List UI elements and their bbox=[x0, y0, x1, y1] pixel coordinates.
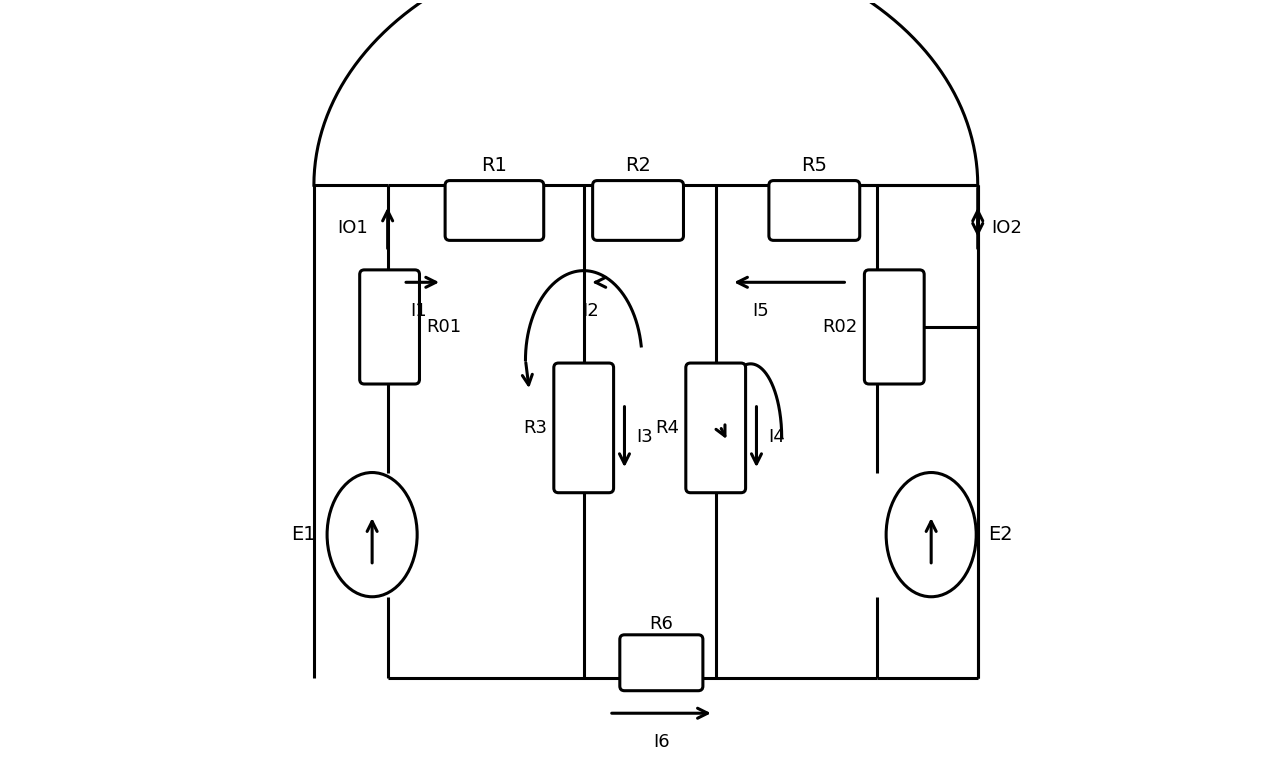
Text: E1: E1 bbox=[291, 526, 315, 544]
FancyBboxPatch shape bbox=[554, 363, 613, 493]
Text: IO2: IO2 bbox=[992, 219, 1023, 237]
Text: I1: I1 bbox=[411, 302, 428, 320]
FancyBboxPatch shape bbox=[445, 181, 544, 240]
Text: R2: R2 bbox=[625, 156, 652, 175]
Text: I6: I6 bbox=[653, 733, 669, 751]
Text: E2: E2 bbox=[988, 526, 1012, 544]
Ellipse shape bbox=[886, 472, 977, 597]
Text: R5: R5 bbox=[801, 156, 827, 175]
Text: R02: R02 bbox=[822, 318, 858, 336]
Text: R6: R6 bbox=[649, 615, 673, 633]
FancyBboxPatch shape bbox=[769, 181, 860, 240]
Text: I5: I5 bbox=[751, 302, 768, 320]
FancyBboxPatch shape bbox=[360, 270, 420, 384]
FancyBboxPatch shape bbox=[620, 635, 703, 691]
FancyBboxPatch shape bbox=[593, 181, 684, 240]
FancyBboxPatch shape bbox=[686, 363, 745, 493]
Text: R4: R4 bbox=[655, 419, 678, 437]
Text: I3: I3 bbox=[636, 428, 653, 446]
Text: IO1: IO1 bbox=[338, 219, 369, 237]
Text: I4: I4 bbox=[768, 428, 785, 446]
Text: R1: R1 bbox=[481, 156, 507, 175]
Text: R01: R01 bbox=[426, 318, 462, 336]
Text: R3: R3 bbox=[522, 419, 547, 437]
Ellipse shape bbox=[328, 472, 417, 597]
FancyBboxPatch shape bbox=[864, 270, 924, 384]
Text: I2: I2 bbox=[582, 302, 599, 320]
